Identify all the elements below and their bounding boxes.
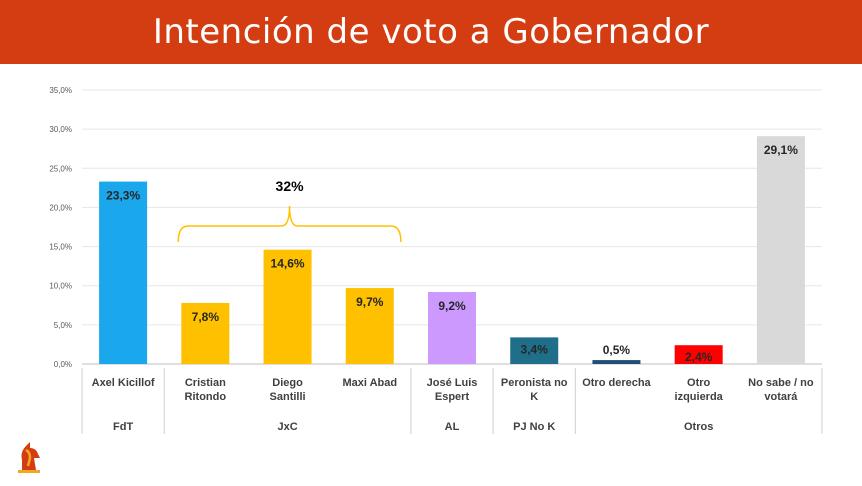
annotation-label: 32% [276, 178, 305, 194]
x-tick-label: Otro [687, 377, 711, 389]
data-label: 9,2% [438, 299, 466, 313]
bar [263, 249, 312, 364]
y-tick-label: 20,0% [49, 203, 72, 212]
bar [181, 302, 230, 364]
group-label: FdT [113, 421, 133, 433]
x-tick-label: Santilli [270, 391, 306, 403]
x-tick-label: Espert [435, 391, 470, 403]
data-label: 14,6% [271, 257, 305, 271]
bar [345, 288, 394, 364]
bar [99, 181, 148, 364]
group-label: Otros [684, 421, 713, 433]
data-label: 2,4% [685, 350, 713, 364]
bar [674, 345, 723, 364]
logo-icon [18, 442, 40, 473]
y-tick-label: 30,0% [49, 125, 72, 134]
bar [592, 360, 641, 364]
x-tick-label: Diego [272, 377, 303, 389]
data-label: 9,7% [356, 295, 384, 309]
data-label: 29,1% [764, 143, 798, 157]
y-tick-label: 10,0% [49, 282, 72, 291]
data-label: 7,8% [192, 310, 220, 324]
x-tick-label: José Luis [427, 377, 478, 389]
bar [428, 291, 476, 364]
y-tick-label: 0,0% [54, 360, 72, 369]
x-tick-label: izquierda [675, 391, 724, 403]
x-tick-label: Peronista no [501, 377, 568, 389]
y-tick-label: 35,0% [49, 86, 72, 95]
title-banner: Intención de voto a Gobernador [0, 0, 862, 64]
x-tick-label: Axel Kicillof [92, 377, 155, 389]
data-label: 0,5% [603, 343, 631, 357]
brace [177, 205, 402, 243]
x-tick-label: Cristian [185, 377, 226, 389]
y-tick-label: 25,0% [49, 164, 72, 173]
x-tick-label: Ritondo [185, 391, 227, 403]
group-label: JxC [277, 421, 297, 433]
y-tick-label: 15,0% [49, 243, 72, 252]
page-title: Intención de voto a Gobernador [152, 12, 710, 52]
bar-chart: 23,3% 7,8% 14,6% 9,7% 9,2% 3,4% 0,5% 2,4% 29,1% 3… [49, 86, 823, 434]
bar [510, 337, 559, 364]
group-label: PJ No K [513, 421, 555, 433]
y-tick-label: 5,0% [54, 321, 72, 330]
data-label: 3,4% [521, 342, 549, 356]
x-tick-label: Otro derecha [582, 377, 651, 389]
x-tick-label: Maxi Abad [342, 377, 397, 389]
bar [756, 136, 805, 364]
x-tick-label: votará [764, 391, 798, 403]
group-label: AL [445, 421, 460, 433]
x-tick-label: No sabe / no [748, 377, 814, 389]
data-label: 23,3% [106, 189, 140, 203]
x-tick-label: K [530, 391, 538, 403]
